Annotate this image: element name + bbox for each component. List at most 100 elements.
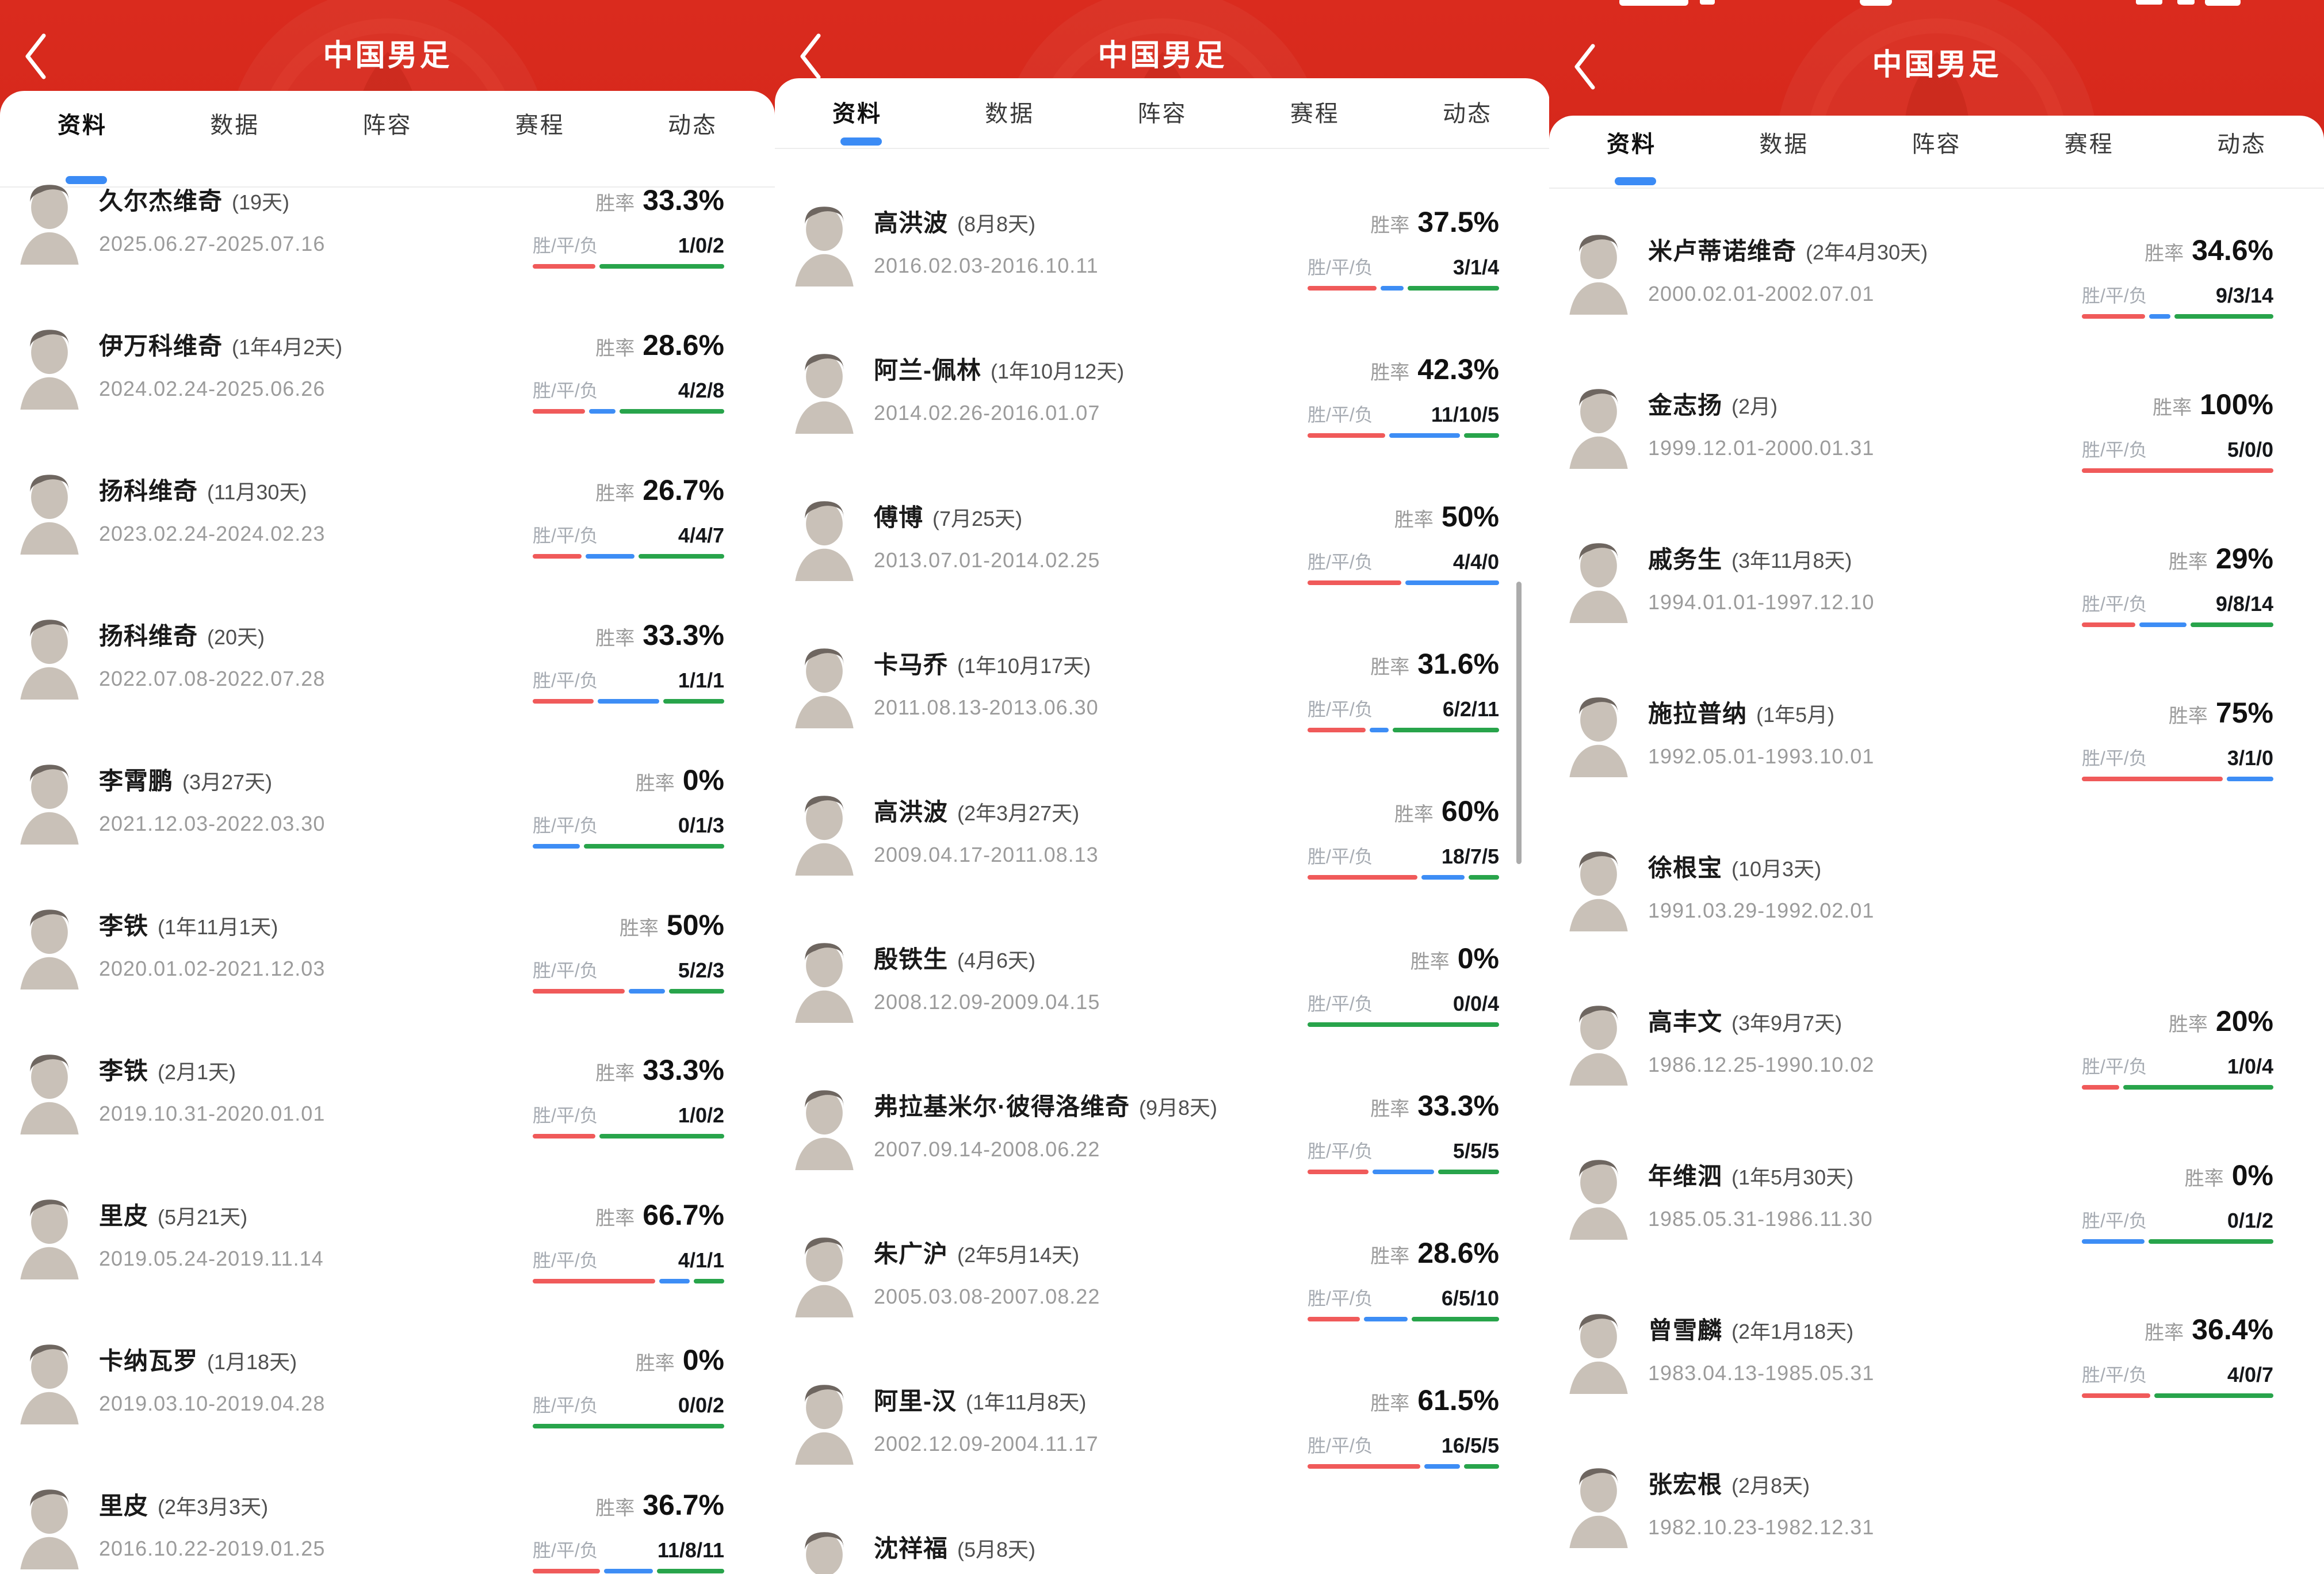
back-icon[interactable]: [23, 32, 48, 81]
tab-赛程[interactable]: 赛程: [2064, 132, 2114, 157]
wdl-bar: [1308, 433, 1499, 438]
active-tab-indicator: [1615, 177, 1656, 185]
coach-row[interactable]: 高丰文 (3年9月7天) 1986.12.25-1990.10.02 胜率 20% …: [1549, 999, 2324, 1153]
coach-duration: (1月18天): [207, 1350, 297, 1374]
coach-row[interactable]: 李铁 (1年11月1天) 2020.01.02-2021.12.03 胜率 50% …: [0, 903, 775, 1048]
coach-row[interactable]: 阿兰-佩林 (1年10月12天) 2014.02.26-2016.01.07 胜率…: [775, 347, 1550, 494]
coach-name: 扬科维奇: [99, 622, 198, 650]
coach-row[interactable]: 卡马乔 (1年10月17天) 2011.08.13-2013.06.30 胜率 31…: [775, 641, 1550, 789]
coach-row[interactable]: 施拉普纳 (1年5月) 1992.05.01-1993.10.01 胜率 75% 胜…: [1549, 690, 2324, 845]
scrollbar[interactable]: [1516, 582, 1522, 864]
coach-row[interactable]: 曾雪麟 (2年1月18天) 1983.04.13-1985.05.31 胜率 36.…: [1549, 1307, 2324, 1461]
coach-row[interactable]: 里皮 (2年3月3天) 2016.10.22-2019.01.25 胜率 36.7%…: [0, 1483, 775, 1574]
coach-list: 米卢蒂诺维奇 (2年4月30天) 2000.02.01-2002.07.01 胜率…: [1549, 228, 2324, 1574]
wdl-bar: [533, 1569, 724, 1573]
tab-动态[interactable]: 动态: [1443, 101, 1492, 127]
coach-row[interactable]: 殷铁生 (4月6天) 2008.12.09-2009.04.15 胜率 0% 胜/平…: [775, 936, 1550, 1083]
coach-row[interactable]: 扬科维奇 (20天) 2022.07.08-2022.07.28 胜率 33.3% …: [0, 613, 775, 758]
content-card: 资料 数据 阵容 赛程 动态 米卢蒂诺维奇 (2年4月30天) 2000.02.01-20…: [1549, 116, 2324, 1574]
coach-row[interactable]: 米卢蒂诺维奇 (2年4月30天) 2000.02.01-2002.07.01 胜率…: [1549, 228, 2324, 382]
coach-name: 殷铁生: [874, 946, 949, 973]
wdl-value: 4/0/7: [2227, 1363, 2273, 1386]
coach-row[interactable]: 徐根宝 (10月3天) 1991.03.29-1992.02.01: [1549, 845, 2324, 999]
coach-row[interactable]: 里皮 (5月21天) 2019.05.24-2019.11.14 胜率 66.7% …: [0, 1193, 775, 1338]
tab-阵容[interactable]: 阵容: [362, 113, 412, 138]
wins-bar-segment: [1308, 875, 1418, 880]
coach-row[interactable]: 朱广沪 (2年5月14天) 2005.03.08-2007.08.22 胜率 28.…: [775, 1231, 1550, 1378]
coach-row[interactable]: 弗拉基米尔·彼得洛维奇 (9月8天) 2007.09.14-2008.06.22 …: [775, 1083, 1550, 1231]
wins-bar-segment: [533, 699, 594, 704]
coach-avatar: [1564, 536, 1633, 624]
win-rate-label: 胜率: [1370, 215, 1410, 236]
coach-row[interactable]: 扬科维奇 (11月30天) 2023.02.24-2024.02.23 胜率 26.…: [0, 468, 775, 613]
coach-row[interactable]: 卡纳瓦罗 (1月18天) 2019.03.10-2019.04.28 胜率 0% 胜…: [0, 1338, 775, 1483]
coach-row[interactable]: 戚务生 (3年11月8天) 1994.01.01-1997.12.10 胜率 29%…: [1549, 536, 2324, 690]
tab-动态[interactable]: 动态: [668, 113, 717, 138]
coach-avatar: [15, 1048, 84, 1135]
coach-period: 1983.04.13-1985.05.31: [1648, 1361, 1875, 1385]
tab-赛程[interactable]: 赛程: [515, 113, 565, 138]
coach-row[interactable]: 阿里-汉 (1年11月8天) 2002.12.09-2004.11.17 胜率 61…: [775, 1378, 1550, 1525]
tab-动态[interactable]: 动态: [2217, 132, 2266, 157]
coach-period: 2009.04.17-2011.08.13: [874, 843, 1099, 866]
status-signal-icon: [2136, 0, 2162, 5]
tab-赛程[interactable]: 赛程: [1290, 101, 1340, 127]
wins-bar-segment: [533, 1134, 595, 1139]
status-chevron-icon: [1700, 0, 1715, 5]
coach-avatar: [1564, 690, 1633, 778]
win-rate-label: 胜率: [595, 338, 635, 360]
coach-period: 2007.09.14-2008.06.22: [874, 1137, 1100, 1161]
win-rate-label: 胜率: [595, 1208, 635, 1229]
losses-bar-segment: [1438, 1170, 1499, 1174]
wdl-bar: [533, 699, 724, 704]
tab-资料[interactable]: 资料: [58, 113, 107, 138]
wdl-bar: [1308, 1317, 1499, 1321]
coach-row[interactable]: 伊万科维奇 (1年4月2天) 2024.02.24-2025.06.26 胜率 28…: [0, 323, 775, 468]
coach-duration: (3年11月8天): [1731, 549, 1852, 572]
back-icon[interactable]: [798, 32, 823, 81]
coach-duration: (8月8天): [957, 212, 1036, 236]
coach-row[interactable]: 高洪波 (8月8天) 2016.02.03-2016.10.11 胜率 37.5% …: [775, 200, 1550, 347]
coach-row[interactable]: 李铁 (2月1天) 2019.10.31-2020.01.01 胜率 33.3% 胜…: [0, 1048, 775, 1193]
wdl-value: 6/5/10: [1441, 1286, 1499, 1310]
coach-duration: (1年4月2天): [232, 335, 343, 359]
coach-row[interactable]: 高洪波 (2年3月27天) 2009.04.17-2011.08.13 胜率 60%…: [775, 789, 1550, 936]
coach-row[interactable]: 傅博 (7月25天) 2013.07.01-2014.02.25 胜率 50% 胜/…: [775, 494, 1550, 641]
back-icon[interactable]: [1572, 43, 1597, 91]
wdl-value: 16/5/5: [1441, 1434, 1499, 1457]
coach-avatar: [790, 936, 859, 1023]
coach-row[interactable]: 张宏根 (2月8天) 1982.10.23-1982.12.31: [1549, 1461, 2324, 1574]
coach-duration: (7月25天): [932, 507, 1023, 530]
coach-row[interactable]: 沈祥福 (5月8天): [775, 1525, 1550, 1574]
win-rate-value: 36.4%: [2192, 1313, 2273, 1346]
tab-阵容[interactable]: 阵容: [1912, 132, 1962, 157]
coach-row[interactable]: 久尔杰维奇 (19天) 2025.06.27-2025.07.16 胜率 33.3%…: [0, 178, 775, 323]
wins-bar-segment: [2082, 1085, 2120, 1090]
losses-bar-segment: [2174, 314, 2273, 319]
win-rate-label: 胜率: [2153, 397, 2192, 419]
tab-资料[interactable]: 资料: [1607, 132, 1656, 157]
coach-duration: (1年5月): [1756, 703, 1835, 727]
tab-阵容[interactable]: 阵容: [1137, 101, 1187, 127]
wdl-bar: [2082, 1085, 2273, 1090]
coach-avatar: [790, 1525, 859, 1574]
coach-row[interactable]: 年维泗 (1年5月30天) 1985.05.31-1986.11.30 胜率 0% …: [1549, 1153, 2324, 1307]
coach-duration: (19天): [232, 190, 290, 214]
draws-bar-segment: [603, 1569, 653, 1573]
tab-数据[interactable]: 数据: [210, 113, 260, 138]
win-rate-label: 胜率: [2168, 1014, 2208, 1036]
content-card: 资料 数据 阵容 赛程 动态 久尔杰维奇 (19天) 2025.06.27-2025.07…: [0, 91, 775, 1574]
coach-row[interactable]: 金志扬 (2月) 1999.12.01-2000.01.31 胜率 100% 胜/平…: [1549, 382, 2324, 536]
wdl-value: 5/0/0: [2227, 438, 2273, 461]
coach-period: 2025.06.27-2025.07.16: [99, 232, 326, 255]
tab-数据[interactable]: 数据: [1759, 132, 1809, 157]
coach-duration: (3月27天): [182, 770, 273, 794]
wdl-value: 4/4/7: [678, 524, 724, 547]
coach-row[interactable]: 李霄鹏 (3月27天) 2021.12.03-2022.03.30 胜率 0% 胜/…: [0, 758, 775, 903]
tab-资料[interactable]: 资料: [832, 101, 882, 127]
losses-bar-segment: [2154, 1393, 2273, 1398]
wdl-label: 胜/平/负: [1308, 404, 1373, 425]
tab-数据[interactable]: 数据: [985, 101, 1035, 127]
draws-bar-segment: [1405, 580, 1499, 585]
win-rate-value: 37.5%: [1417, 206, 1499, 238]
